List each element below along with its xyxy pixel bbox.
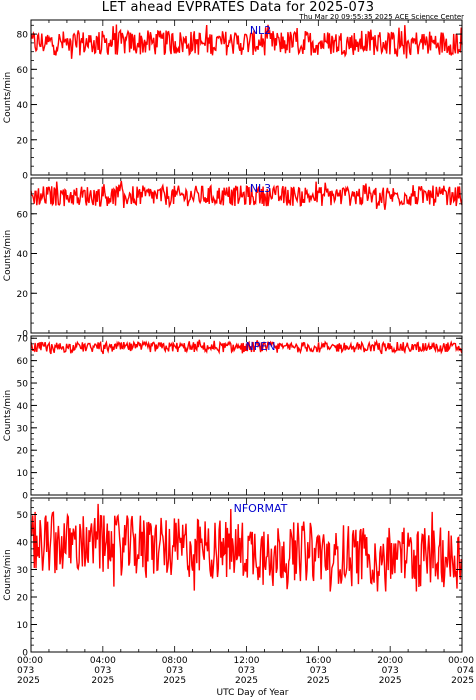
plot-frame (30, 335, 463, 496)
x-tick-label: 08:00 (162, 656, 188, 666)
y-tick-label: 50 (17, 380, 29, 390)
y-tick-label: 20 (17, 290, 29, 300)
x-tick-label: 2025 (379, 676, 402, 686)
series-line-nl2 (30, 24, 463, 59)
series-line-nformat (30, 503, 463, 592)
panel-label: NPEN (245, 340, 275, 353)
series-line-nl3 (30, 180, 463, 210)
x-tick-label: 073 (238, 666, 255, 676)
panel-label: NFORMAT (234, 502, 288, 515)
y-axis-label: Counts/min (3, 230, 13, 281)
y-tick-label: 60 (17, 357, 29, 367)
panel-label: NL3 (250, 182, 271, 195)
y-tick-label: 20 (17, 447, 29, 457)
x-tick-label: 12:00 (234, 656, 260, 666)
y-tick-label: 40 (17, 402, 29, 412)
y-tick-label: 0 (22, 649, 28, 659)
y-axis-label: Counts/min (3, 390, 13, 441)
x-tick-label: 2025 (91, 676, 114, 686)
y-tick-label: 20 (17, 594, 29, 604)
chart-title: LET ahead EVPRATES Data for 2025-073 (101, 0, 375, 15)
y-axis-label: Counts/min (3, 72, 13, 123)
x-tick-label: 2025 (17, 676, 40, 686)
y-tick-label: 0 (22, 492, 28, 502)
x-tick-label: 073 (17, 666, 34, 676)
y-tick-label: 40 (17, 101, 29, 111)
x-tick-label: 16:00 (305, 656, 331, 666)
panel-label: NL2 (250, 24, 271, 37)
x-tick-label: 2025 (307, 676, 330, 686)
x-tick-label: 04:00 (90, 656, 116, 666)
x-tick-label: 00:00 (448, 656, 474, 666)
x-tick-label: 073 (94, 666, 111, 676)
x-tick-label: 073 (310, 666, 327, 676)
x-tick-label: 073 (166, 666, 183, 676)
y-tick-label: 70 (17, 335, 29, 345)
generation-timestamp: Thu Mar 20 09:55:35 2025 ACE Science Cen… (299, 13, 464, 21)
x-tick-label: 2025 (235, 676, 258, 686)
y-tick-label: 30 (17, 566, 29, 576)
y-tick-label: 10 (17, 469, 29, 479)
y-tick-label: 80 (17, 31, 29, 41)
y-axis-label: Counts/min (3, 549, 13, 600)
y-tick-label: 0 (22, 330, 28, 340)
y-tick-label: 40 (17, 539, 29, 549)
y-tick-label: 20 (17, 136, 29, 146)
y-tick-label: 30 (17, 424, 29, 434)
y-tick-label: 0 (22, 172, 28, 182)
series-line-npen (30, 338, 463, 355)
y-tick-label: 50 (17, 511, 29, 521)
x-tick-label: 2025 (163, 676, 186, 686)
x-tick-label: 2025 (451, 676, 474, 686)
y-tick-label: 40 (17, 250, 29, 260)
x-tick-label: 00:00 (17, 656, 43, 666)
y-tick-label: 60 (17, 66, 29, 76)
x-tick-label: 074 (457, 666, 474, 676)
y-tick-label: 10 (17, 621, 29, 631)
y-tick-label: 60 (17, 210, 29, 220)
x-tick-label: 073 (382, 666, 399, 676)
x-tick-label: 20:00 (377, 656, 403, 666)
x-axis-label: UTC Day of Year (217, 688, 289, 698)
